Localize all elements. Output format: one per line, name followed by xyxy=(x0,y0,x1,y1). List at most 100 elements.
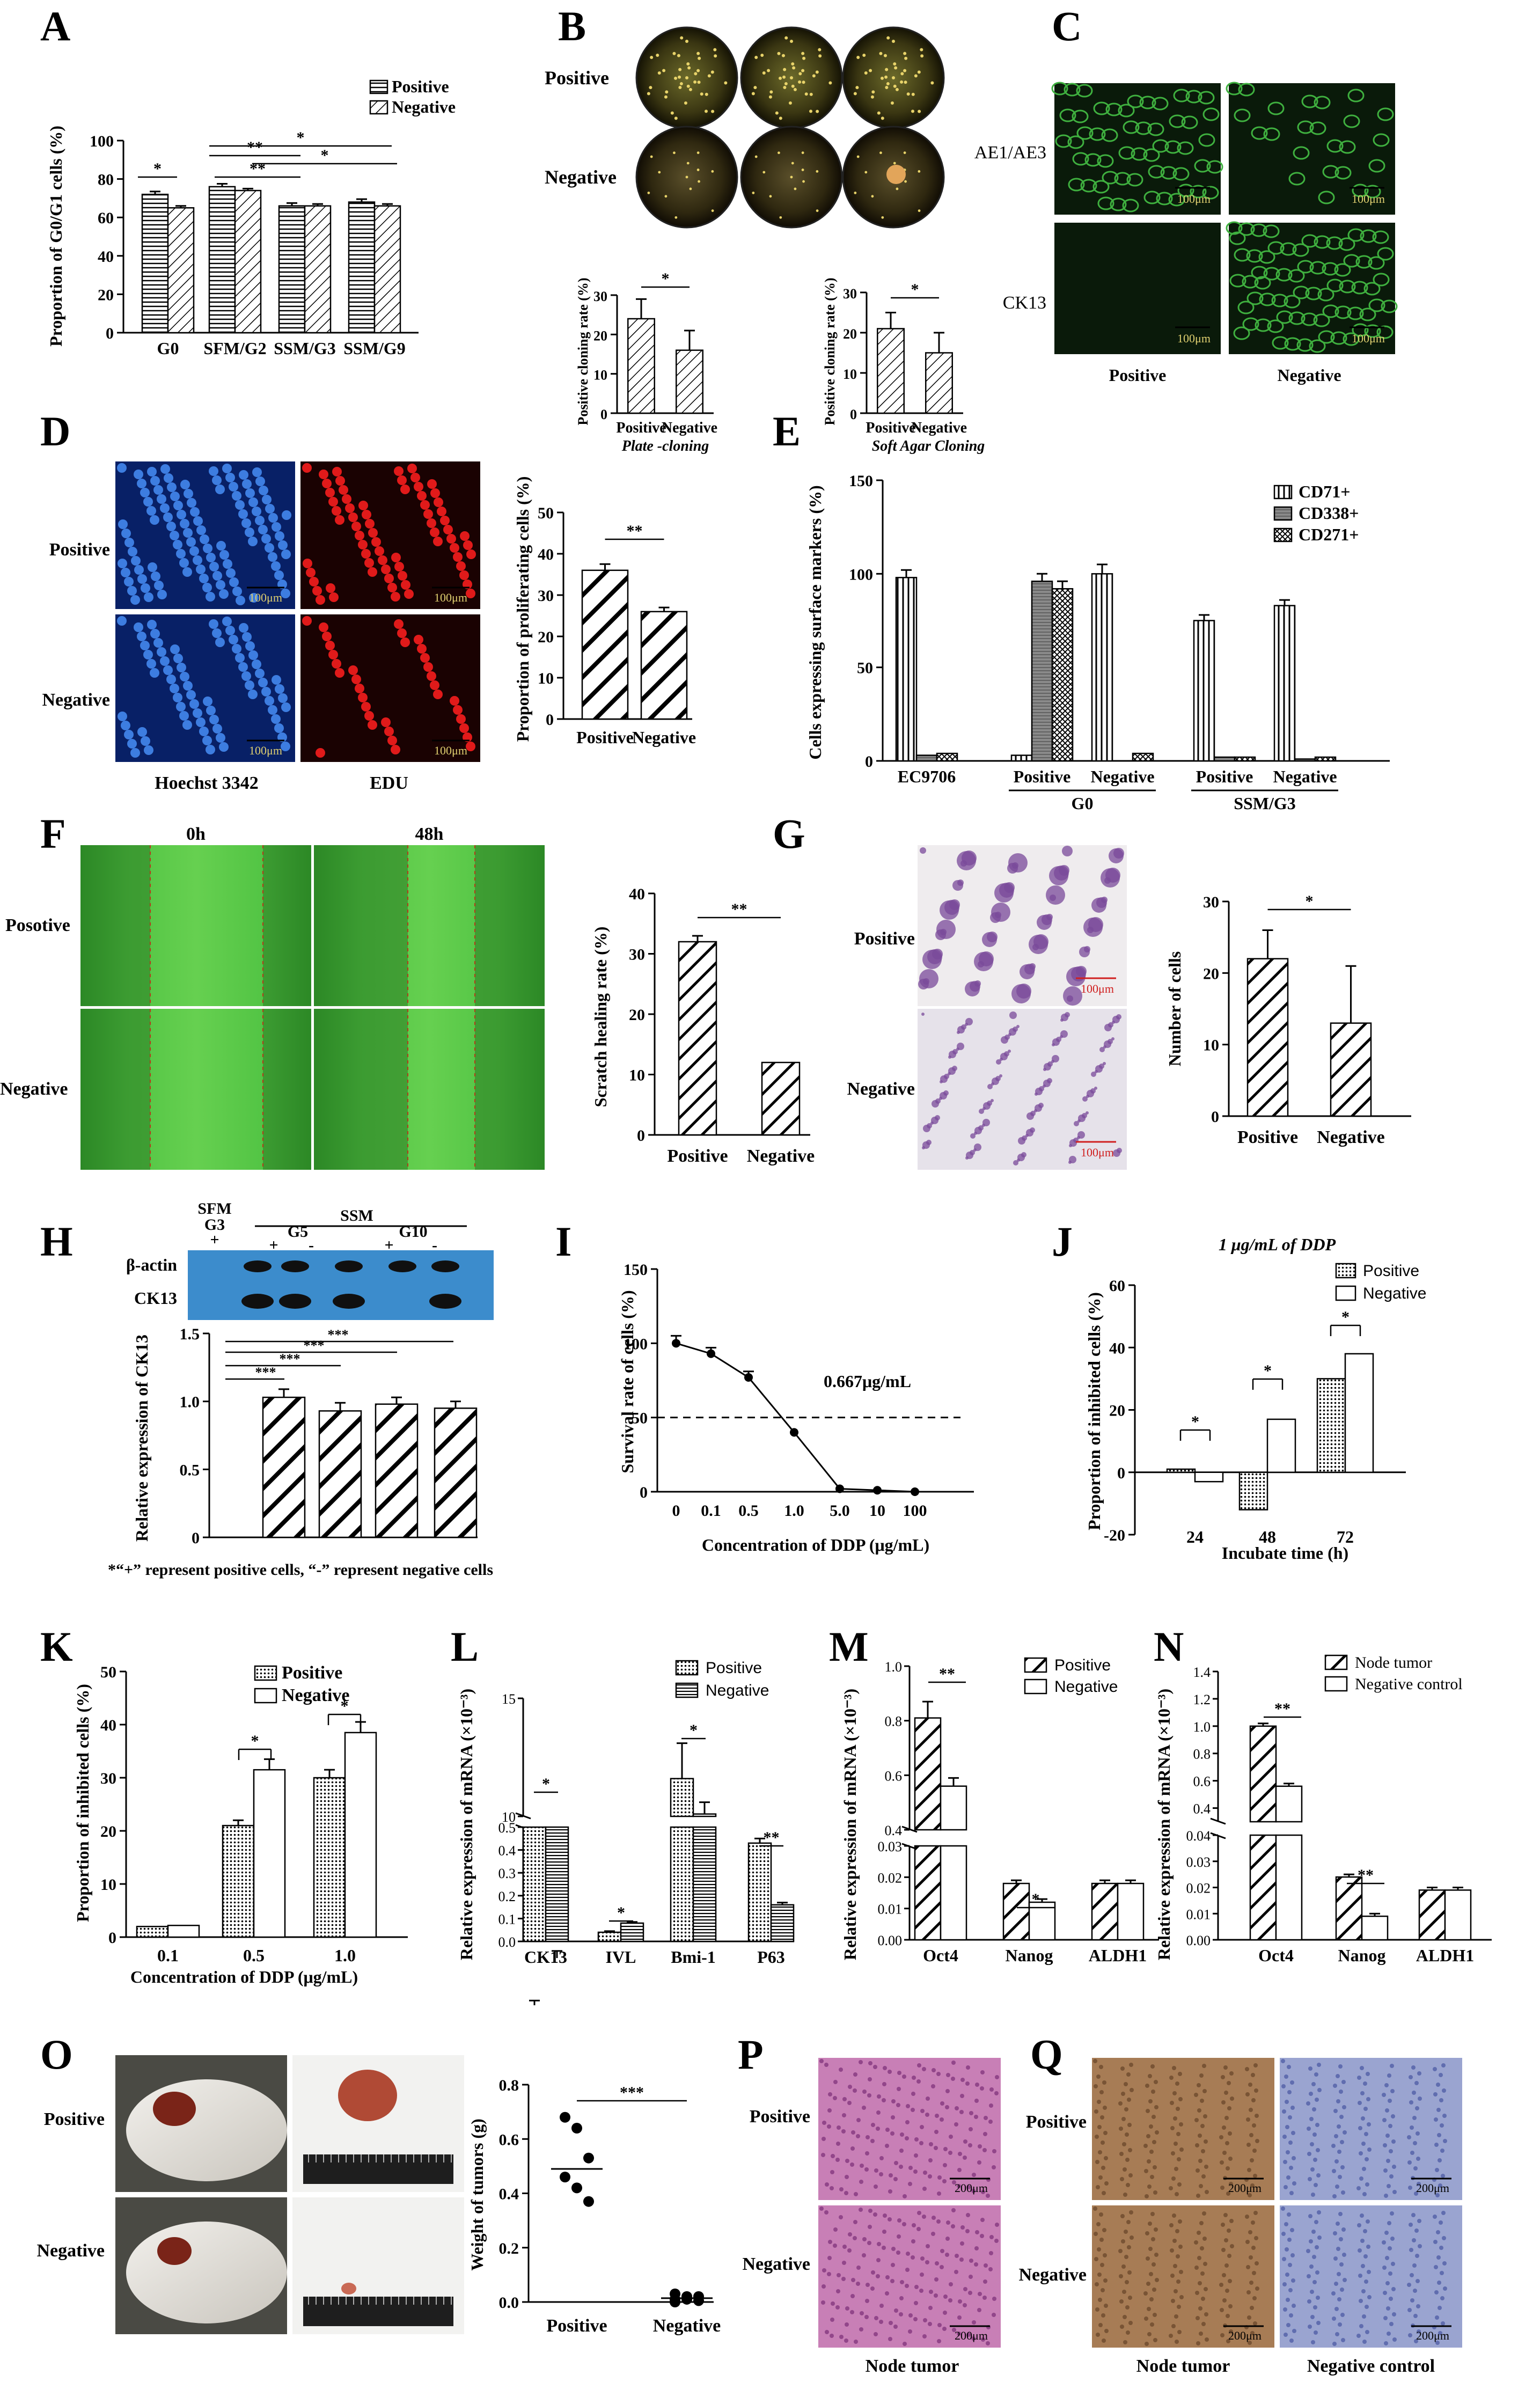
cell-outline xyxy=(1127,94,1144,108)
nucleus xyxy=(1282,2135,1287,2139)
nucleus xyxy=(989,2235,994,2239)
nucleus xyxy=(157,647,166,657)
nucleus xyxy=(1367,2270,1371,2274)
nucleus xyxy=(1204,2165,1208,2169)
colony xyxy=(802,80,805,84)
nucleus xyxy=(371,537,381,547)
nucleus xyxy=(995,2223,999,2227)
row-label: Negative xyxy=(42,690,110,710)
nucleus xyxy=(1439,2246,1443,2250)
nucleus xyxy=(1441,2174,1445,2178)
colony xyxy=(788,101,792,105)
nucleus xyxy=(977,2308,981,2312)
nucleus xyxy=(222,617,232,626)
nucleus xyxy=(245,641,255,651)
bar-cd338+ xyxy=(1031,581,1053,762)
nucleus xyxy=(118,519,128,529)
nucleus xyxy=(1290,2228,1294,2232)
nucleus xyxy=(466,549,476,559)
nucleus xyxy=(1098,2175,1103,2180)
nucleus xyxy=(1392,2337,1397,2342)
nucleus xyxy=(1154,2227,1158,2232)
nucleus xyxy=(1307,2299,1311,2304)
nucleus xyxy=(1102,2191,1106,2195)
nucleus xyxy=(196,525,206,535)
scale-label: 200μm xyxy=(1416,2329,1449,2342)
cell-outline xyxy=(1160,166,1177,180)
colony xyxy=(679,82,683,86)
nucleus xyxy=(1306,2101,1310,2106)
nucleus xyxy=(1173,2116,1177,2121)
nucleus xyxy=(1101,2288,1105,2292)
scale-label: 100μm xyxy=(249,591,282,604)
nucleus xyxy=(1412,2091,1416,2095)
nucleus xyxy=(975,2230,979,2234)
migrated-cell xyxy=(1068,1161,1072,1164)
nucleus xyxy=(1392,2312,1396,2316)
nucleus xyxy=(325,641,335,650)
colony xyxy=(900,80,904,84)
colony xyxy=(885,68,889,71)
nucleus xyxy=(1178,2072,1182,2076)
nucleus xyxy=(1443,2139,1447,2143)
blot-header: + xyxy=(210,1231,219,1249)
cell-outline xyxy=(1237,300,1255,314)
nucleus xyxy=(1311,2193,1315,2197)
cell-outline xyxy=(1364,185,1381,199)
nucleus xyxy=(180,480,190,489)
nucleus xyxy=(845,2306,849,2311)
nucleus xyxy=(1205,2190,1209,2194)
nucleus xyxy=(351,522,361,531)
colony xyxy=(680,36,684,40)
nucleus xyxy=(1392,2190,1397,2194)
y-tick-label: 30 xyxy=(1203,893,1219,911)
nucleus xyxy=(456,561,466,571)
colony xyxy=(893,62,897,66)
nucleus xyxy=(975,2083,979,2087)
colony xyxy=(892,76,895,79)
nucleus xyxy=(179,558,189,568)
nucleus xyxy=(248,537,258,546)
scale-label: 100μm xyxy=(434,744,467,757)
nucleus xyxy=(1337,2272,1341,2276)
x-tick-label: 5.0 xyxy=(830,1502,850,1520)
nucleus xyxy=(453,552,463,562)
migrated-cell xyxy=(1063,986,1082,1006)
sig-label: * xyxy=(1306,892,1314,910)
cell-layer xyxy=(80,845,150,1006)
nucleus xyxy=(828,2092,832,2096)
nucleus xyxy=(141,583,150,593)
migrated-cell xyxy=(920,847,926,854)
nucleus xyxy=(427,671,436,681)
data-point xyxy=(560,2112,570,2123)
nucleus xyxy=(212,475,222,485)
nucleus xyxy=(1364,2279,1368,2284)
nucleus xyxy=(1253,2211,1258,2215)
nucleus xyxy=(1291,2131,1295,2135)
nucleus xyxy=(952,2328,956,2332)
bar-cd71+ xyxy=(895,577,918,762)
colony xyxy=(672,52,676,55)
nucleus xyxy=(876,2127,880,2131)
nucleus xyxy=(963,2139,967,2144)
nucleus xyxy=(391,553,401,562)
nucleus xyxy=(1289,2338,1294,2343)
cell-outline xyxy=(1263,267,1280,281)
colony xyxy=(809,92,813,96)
nucleus xyxy=(1316,2296,1320,2300)
nucleus xyxy=(143,650,153,659)
nucleus xyxy=(1102,2228,1106,2232)
nucleus xyxy=(1196,2168,1200,2173)
colony xyxy=(877,111,881,115)
blot-header: SFM xyxy=(197,1200,231,1218)
colony xyxy=(694,72,698,76)
nucleus xyxy=(302,463,312,473)
nucleus xyxy=(1121,2092,1125,2096)
nucleus xyxy=(1151,2090,1155,2094)
nucleus xyxy=(141,736,150,746)
nucleus xyxy=(1435,2341,1440,2345)
cell-outline xyxy=(1093,101,1110,115)
nucleus xyxy=(166,675,176,684)
